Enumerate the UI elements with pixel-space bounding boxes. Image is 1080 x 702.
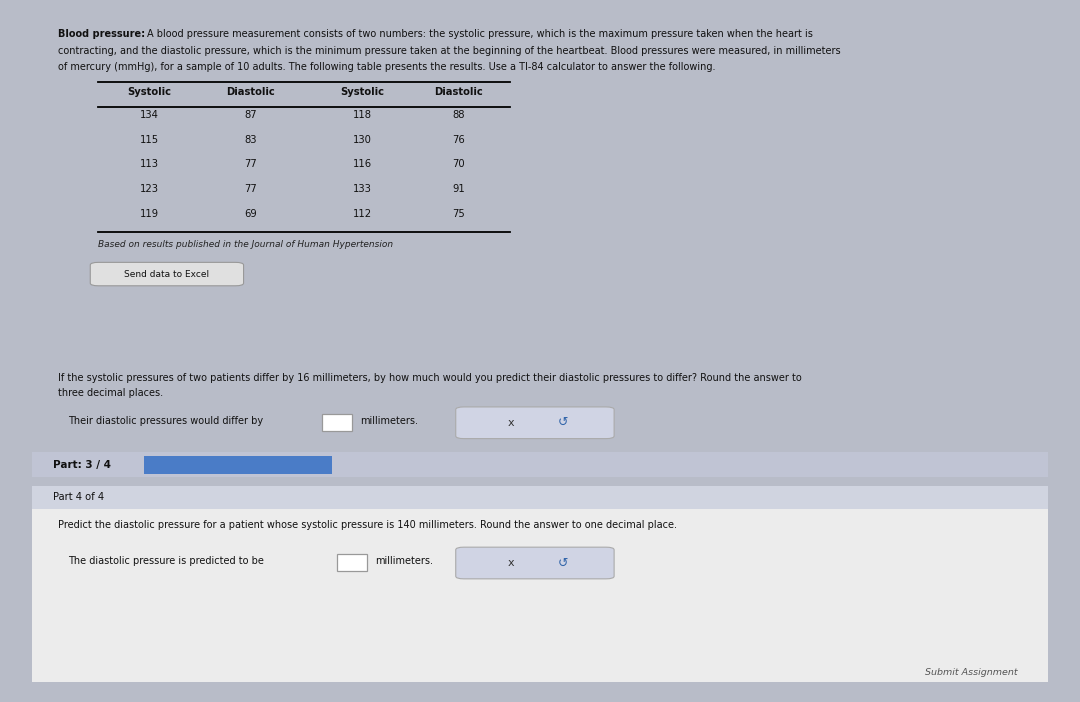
Text: 118: 118 [353,110,372,120]
Text: millimeters.: millimeters. [376,557,433,567]
Text: Blood pressure:: Blood pressure: [58,29,145,39]
Text: ↺: ↺ [558,416,568,430]
FancyBboxPatch shape [32,486,1048,508]
FancyBboxPatch shape [32,453,1048,477]
FancyBboxPatch shape [456,407,615,439]
Text: 83: 83 [244,135,257,145]
Text: Predict the diastolic pressure for a patient whose systolic pressure is 140 mill: Predict the diastolic pressure for a pat… [58,520,677,530]
Text: 113: 113 [139,159,159,169]
Text: 77: 77 [244,159,257,169]
Text: The diastolic pressure is predicted to be: The diastolic pressure is predicted to b… [68,557,264,567]
Text: Diastolic: Diastolic [434,87,483,97]
Text: 112: 112 [353,209,372,219]
Text: millimeters.: millimeters. [361,416,418,426]
Text: 116: 116 [353,159,372,169]
Text: three decimal places.: three decimal places. [58,388,163,398]
Text: 119: 119 [139,209,159,219]
FancyBboxPatch shape [456,547,615,579]
Text: 130: 130 [353,135,372,145]
Text: 75: 75 [453,209,465,219]
FancyBboxPatch shape [144,456,332,474]
Text: Systolic: Systolic [127,87,171,97]
Text: x: x [508,558,514,568]
Text: 69: 69 [244,209,257,219]
Text: 115: 115 [139,135,159,145]
Text: Diastolic: Diastolic [227,87,275,97]
Text: 91: 91 [453,184,465,194]
Text: 133: 133 [353,184,372,194]
Text: Part: 3 / 4: Part: 3 / 4 [53,460,111,470]
Text: 70: 70 [453,159,465,169]
FancyBboxPatch shape [322,414,352,431]
FancyBboxPatch shape [32,508,1048,682]
Text: Part 4 of 4: Part 4 of 4 [53,492,104,503]
Text: Based on results published in the Journal of Human Hypertension: Based on results published in the Journa… [98,240,393,249]
Text: 76: 76 [453,135,465,145]
Text: x: x [508,418,514,428]
Text: 87: 87 [244,110,257,120]
Text: 77: 77 [244,184,257,194]
Text: Send data to Excel: Send data to Excel [124,270,210,279]
Text: Submit Assignment: Submit Assignment [924,668,1017,677]
FancyBboxPatch shape [91,263,244,286]
Text: 88: 88 [453,110,465,120]
Text: contracting, and the diastolic pressure, which is the minimum pressure taken at : contracting, and the diastolic pressure,… [58,46,840,55]
Text: 134: 134 [139,110,159,120]
Text: A blood pressure measurement consists of two numbers: the systolic pressure, whi: A blood pressure measurement consists of… [147,29,813,39]
Text: Systolic: Systolic [340,87,384,97]
Text: 123: 123 [139,184,159,194]
Text: of mercury (mmHg), for a sample of 10 adults. The following table presents the r: of mercury (mmHg), for a sample of 10 ad… [58,62,715,72]
Text: ↺: ↺ [558,557,568,569]
Text: If the systolic pressures of two patients differ by 16 millimeters, by how much : If the systolic pressures of two patient… [58,373,801,383]
Text: Their diastolic pressures would differ by: Their diastolic pressures would differ b… [68,416,264,426]
FancyBboxPatch shape [337,554,367,571]
